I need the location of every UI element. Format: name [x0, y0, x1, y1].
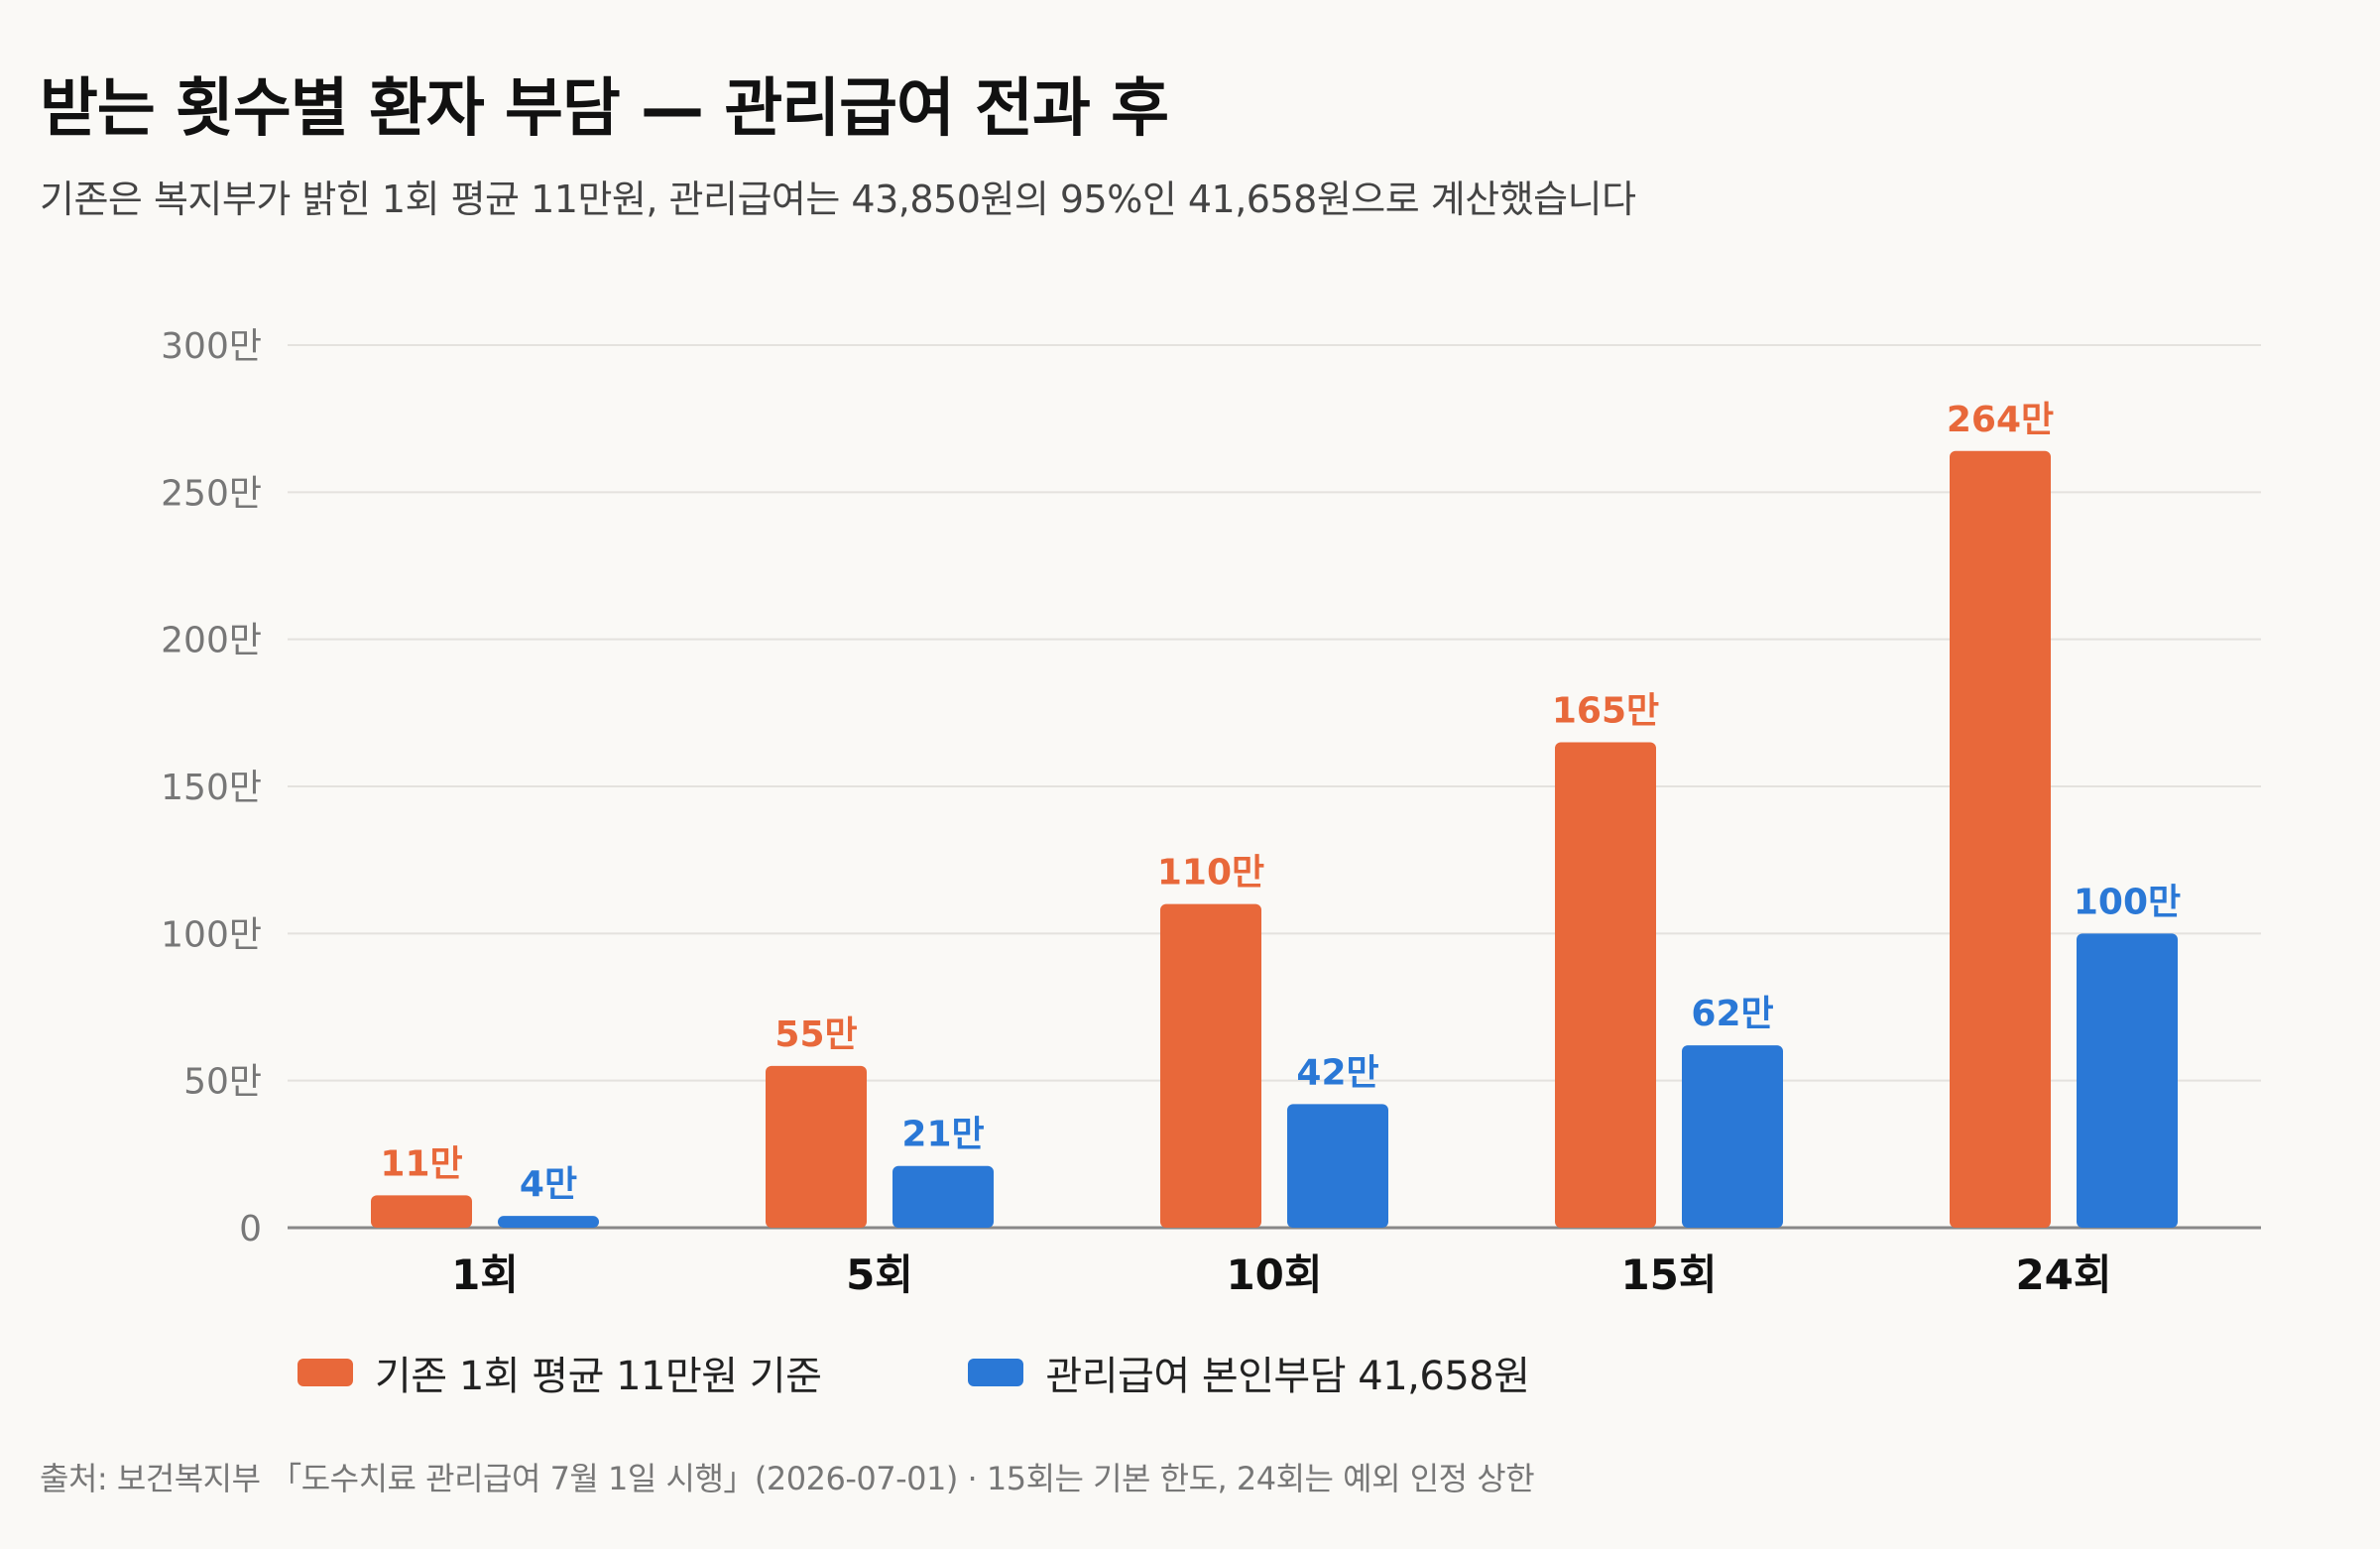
data-label: 110만	[1157, 853, 1264, 894]
x-tick-label: 1회	[451, 1251, 519, 1299]
y-tick-label: 100만	[161, 914, 262, 955]
x-tick-label: 5회	[846, 1251, 913, 1299]
y-tick-label: 250만	[161, 473, 262, 514]
bar-existing	[766, 1065, 867, 1228]
y-tick-label: 200만	[161, 621, 262, 661]
bar-managed	[2077, 933, 2178, 1228]
x-tick-label: 24회	[2015, 1251, 2111, 1299]
legend-swatch-orange	[298, 1359, 353, 1386]
bar-existing	[1555, 742, 1656, 1228]
data-label: 21만	[901, 1115, 984, 1155]
y-tick-label: 300만	[161, 326, 262, 367]
x-tick-label: 10회	[1226, 1251, 1322, 1299]
bar-existing	[371, 1195, 472, 1228]
source-note: 출처: 보건복지부 「도수치료 관리급여 7월 1일 시행」(2026-07-0…	[40, 1460, 1535, 1497]
bar-managed	[498, 1216, 599, 1228]
chart-title: 받는 횟수별 환자 부담 — 관리급여 전과 후	[40, 72, 1169, 146]
data-label: 264만	[1947, 400, 2054, 440]
data-label: 165만	[1552, 691, 1659, 732]
legend: 기존 1회 평균 11만원 기준 관리급여 본인부담 41,658원	[298, 1344, 1530, 1401]
legend-item-managed: 관리급여 본인부담 41,658원	[968, 1344, 1530, 1401]
legend-label-existing: 기존 1회 평균 11만원 기준	[375, 1354, 822, 1399]
chart-subtitle: 기존은 복지부가 밝힌 1회 평균 11만원, 관리급여는 43,850원의 9…	[40, 178, 1636, 221]
data-label: 11만	[380, 1143, 462, 1184]
data-label: 4만	[520, 1164, 577, 1205]
data-label: 42만	[1296, 1052, 1378, 1093]
bar-chart: 0 50만 100만 150만 200만 250만 300만 11만 4만 1회 55만 21만 5회 1…	[161, 326, 2261, 1299]
bar-managed	[1682, 1045, 1783, 1228]
bar-managed	[892, 1165, 994, 1228]
bar-existing	[1950, 450, 2051, 1228]
x-tick-label: 15회	[1620, 1251, 1717, 1299]
legend-item-existing: 기존 1회 평균 11만원 기준	[298, 1344, 822, 1401]
y-tick-label: 50만	[183, 1062, 262, 1103]
bar-existing	[1160, 903, 1261, 1228]
legend-swatch-blue	[968, 1359, 1024, 1386]
data-label: 100만	[2074, 882, 2181, 922]
data-label: 55만	[774, 1014, 857, 1055]
data-label: 62만	[1691, 994, 1773, 1034]
y-tick-label: 0	[239, 1209, 262, 1250]
legend-label-managed: 관리급여 본인부담 41,658원	[1045, 1354, 1530, 1399]
y-tick-label: 150만	[161, 768, 262, 808]
bar-managed	[1287, 1104, 1388, 1228]
